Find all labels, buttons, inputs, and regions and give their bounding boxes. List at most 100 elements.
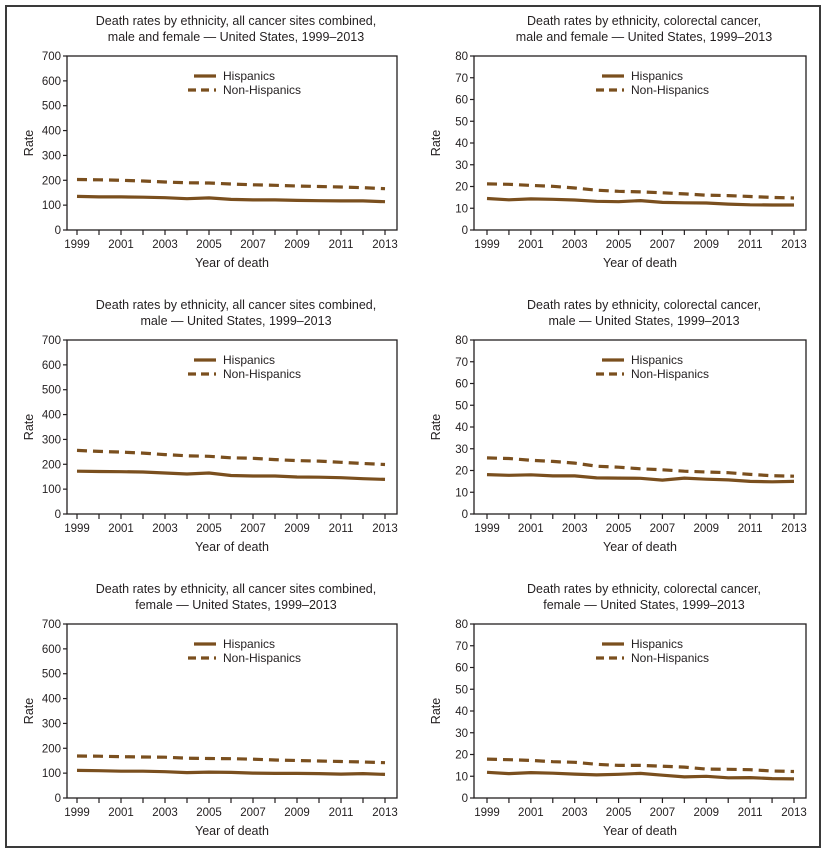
- x-tick-label: 2011: [329, 807, 354, 819]
- series-line-hispanics: [76, 194, 386, 204]
- chart-svg: Death rates by ethnicity, colorectal can…: [429, 14, 807, 270]
- x-tick-label: 2013: [372, 807, 398, 819]
- x-tick-label: 1999: [474, 807, 500, 819]
- chart-all-cancer-male: Death rates by ethnicity, all cancer sit…: [0, 284, 416, 568]
- y-tick-label: 0: [55, 509, 61, 521]
- y-tick-label: 500: [42, 669, 61, 681]
- y-tick-label: 70: [455, 73, 468, 85]
- chart-all-cancer-female: Death rates by ethnicity, all cancer sit…: [0, 568, 416, 852]
- x-axis-label: Year of death: [603, 256, 677, 270]
- chart-svg: Death rates by ethnicity, colorectal can…: [429, 582, 807, 838]
- x-tick-label: 2007: [650, 807, 676, 819]
- y-tick-label: 300: [42, 718, 61, 730]
- x-axis-label: Year of death: [195, 256, 269, 270]
- chart-svg: Death rates by ethnicity, colorectal can…: [429, 298, 807, 554]
- x-tick-label: 2013: [781, 523, 807, 535]
- y-tick-label: 10: [455, 487, 468, 499]
- y-axis-label: Rate: [429, 698, 443, 724]
- x-tick-label: 2003: [152, 523, 178, 535]
- y-tick-label: 300: [42, 434, 61, 446]
- y-tick-label: 700: [42, 335, 61, 347]
- x-tick-label: 2011: [738, 523, 763, 535]
- x-tick-label: 2009: [693, 807, 719, 819]
- plot-area: [66, 55, 398, 231]
- x-tick-label: 2005: [606, 523, 632, 535]
- x-tick-label: 2001: [518, 807, 544, 819]
- y-tick-label: 40: [455, 422, 468, 434]
- y-axis-label: Rate: [429, 130, 443, 156]
- x-tick-label: 2007: [240, 523, 266, 535]
- y-tick-label: 0: [462, 225, 468, 237]
- x-tick-label: 2009: [693, 523, 719, 535]
- x-tick-label: 2001: [518, 523, 544, 535]
- chart-subtitle: female — United States, 1999–2013: [543, 598, 745, 612]
- chart-svg: Death rates by ethnicity, all cancer sit…: [22, 14, 398, 270]
- legend-label-non-hispanics: Non-Hispanics: [223, 651, 301, 665]
- y-axis-label: Rate: [22, 130, 36, 156]
- series-line-non-hispanics: [486, 182, 795, 200]
- legend-label-hispanics: Hispanics: [631, 69, 683, 83]
- x-tick-label: 2009: [284, 239, 310, 251]
- y-tick-label: 80: [455, 51, 468, 63]
- x-tick-label: 2007: [240, 807, 266, 819]
- chart-title: Death rates by ethnicity, all cancer sit…: [96, 14, 376, 28]
- x-tick-label: 2013: [781, 239, 807, 251]
- chart-all-cancer-both-sexes: Death rates by ethnicity, all cancer sit…: [0, 0, 416, 284]
- y-tick-label: 200: [42, 459, 61, 471]
- legend-label-hispanics: Hispanics: [631, 637, 683, 651]
- chart-subtitle: male — United States, 1999–2013: [140, 314, 331, 328]
- x-tick-label: 1999: [474, 239, 500, 251]
- x-tick-label: 2009: [284, 807, 310, 819]
- x-tick-label: 2005: [196, 239, 222, 251]
- series-line-non-hispanics: [76, 754, 386, 765]
- y-tick-label: 400: [42, 126, 61, 138]
- y-tick-label: 70: [455, 641, 468, 653]
- chart-title: Death rates by ethnicity, all cancer sit…: [96, 298, 376, 312]
- series-line-non-hispanics: [76, 177, 386, 191]
- chart-colorectal-both-sexes: Death rates by ethnicity, colorectal can…: [416, 0, 832, 284]
- y-tick-label: 40: [455, 706, 468, 718]
- x-axis-label: Year of death: [603, 824, 677, 838]
- y-tick-label: 50: [455, 684, 468, 696]
- x-tick-label: 2013: [781, 807, 807, 819]
- y-tick-label: 600: [42, 360, 61, 372]
- y-tick-label: 60: [455, 95, 468, 107]
- chart-subtitle: male and female — United States, 1999–20…: [108, 30, 364, 44]
- y-tick-label: 400: [42, 410, 61, 422]
- x-tick-label: 2003: [152, 239, 178, 251]
- x-tick-label: 2005: [196, 807, 222, 819]
- x-tick-label: 2009: [284, 523, 310, 535]
- y-tick-label: 200: [42, 743, 61, 755]
- x-tick-label: 2003: [562, 807, 588, 819]
- y-tick-label: 100: [42, 484, 61, 496]
- x-tick-label: 2005: [196, 523, 222, 535]
- legend-label-hispanics: Hispanics: [223, 637, 275, 651]
- y-tick-label: 200: [42, 175, 61, 187]
- x-tick-label: 2011: [738, 239, 763, 251]
- x-tick-label: 2007: [650, 239, 676, 251]
- x-tick-label: 2005: [606, 807, 632, 819]
- y-tick-label: 0: [55, 793, 61, 805]
- y-tick-label: 500: [42, 385, 61, 397]
- y-tick-label: 100: [42, 200, 61, 212]
- chart-subtitle: male and female — United States, 1999–20…: [516, 30, 772, 44]
- y-tick-label: 700: [42, 619, 61, 631]
- chart-svg: Death rates by ethnicity, all cancer sit…: [22, 582, 398, 838]
- y-tick-label: 30: [455, 160, 468, 172]
- y-tick-label: 40: [455, 138, 468, 150]
- chart-title: Death rates by ethnicity, all cancer sit…: [96, 582, 376, 596]
- chart-colorectal-female: Death rates by ethnicity, colorectal can…: [416, 568, 832, 852]
- legend-label-non-hispanics: Non-Hispanics: [223, 367, 301, 381]
- x-tick-label: 2003: [152, 807, 178, 819]
- x-tick-label: 2011: [329, 239, 354, 251]
- x-tick-label: 2001: [108, 523, 134, 535]
- legend-label-non-hispanics: Non-Hispanics: [631, 651, 709, 665]
- x-tick-label: 2001: [108, 239, 134, 251]
- x-tick-label: 2001: [518, 239, 544, 251]
- x-tick-label: 1999: [64, 239, 90, 251]
- x-tick-label: 2005: [606, 239, 632, 251]
- x-axis-label: Year of death: [195, 540, 269, 554]
- y-axis-label: Rate: [429, 414, 443, 440]
- y-tick-label: 50: [455, 400, 468, 412]
- y-tick-label: 20: [455, 182, 468, 194]
